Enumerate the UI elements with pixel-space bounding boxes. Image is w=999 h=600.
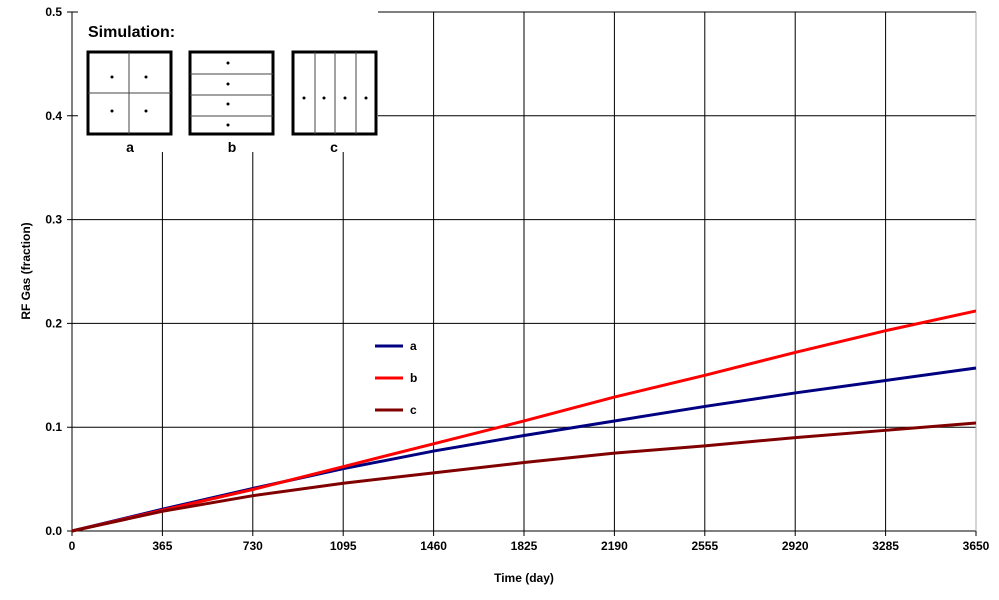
grid-diagram-a bbox=[86, 50, 173, 136]
legend-label-c: c bbox=[410, 403, 417, 417]
legend: a b c bbox=[375, 339, 417, 417]
grid-diagram-c bbox=[291, 50, 378, 136]
inset-label-c: c bbox=[330, 139, 338, 155]
legend-label-b: b bbox=[410, 371, 417, 385]
y-axis-label: RF Gas (fraction) bbox=[19, 222, 33, 319]
series-lines bbox=[71, 309, 977, 533]
x-tick-label: 0 bbox=[69, 539, 76, 553]
y-tick-label: 0.1 bbox=[45, 420, 62, 434]
inset-title: Simulation: bbox=[88, 24, 175, 41]
x-tick-label: 3285 bbox=[872, 539, 899, 553]
series-line-b bbox=[71, 309, 977, 533]
x-tick-label: 2190 bbox=[601, 539, 628, 553]
inset-label-a: a bbox=[126, 139, 134, 155]
inset-label-b: b bbox=[228, 139, 237, 155]
x-tick-label: 2920 bbox=[782, 539, 809, 553]
x-tick-label: 1460 bbox=[420, 539, 447, 553]
legend-label-a: a bbox=[410, 339, 417, 353]
y-tick-label: 0.5 bbox=[45, 5, 62, 19]
y-tick-label: 0.0 bbox=[45, 524, 62, 538]
x-tick-label: 3650 bbox=[963, 539, 990, 553]
y-tick-label: 0.3 bbox=[45, 213, 62, 227]
x-tick-label: 365 bbox=[152, 539, 172, 553]
x-tick-label: 1095 bbox=[330, 539, 357, 553]
x-tick-label: 2555 bbox=[691, 539, 718, 553]
grid-diagram-b bbox=[188, 50, 275, 136]
y-tick-label: 0.2 bbox=[45, 316, 62, 330]
y-tick-label: 0.4 bbox=[45, 109, 62, 123]
x-tick-label: 1825 bbox=[511, 539, 538, 553]
simulation-inset: Simulation: a b c bbox=[78, 10, 378, 155]
tick-labels: 0 365 730 1095 1460 1825 2190 2555 2920 3285 3650 0… bbox=[45, 5, 989, 553]
series-line-c bbox=[71, 421, 977, 533]
x-tick-label: 730 bbox=[243, 539, 263, 553]
grid bbox=[67, 11, 977, 536]
x-axis-label: Time (day) bbox=[494, 571, 554, 585]
